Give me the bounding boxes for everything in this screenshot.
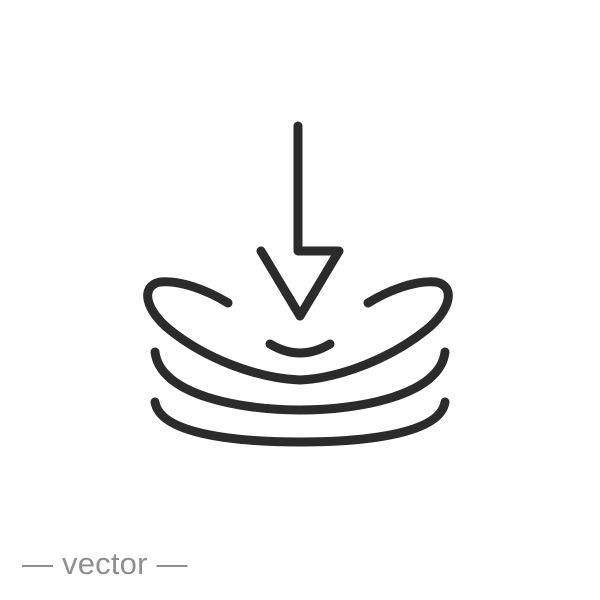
inner-arc [265, 339, 335, 358]
right-lip [295, 277, 453, 385]
arrow-shaft [256, 121, 344, 321]
vector-caption: — vector — [22, 546, 188, 581]
middle-wave [150, 347, 450, 415]
left-lip [143, 277, 305, 385]
bottom-wave [150, 397, 450, 447]
